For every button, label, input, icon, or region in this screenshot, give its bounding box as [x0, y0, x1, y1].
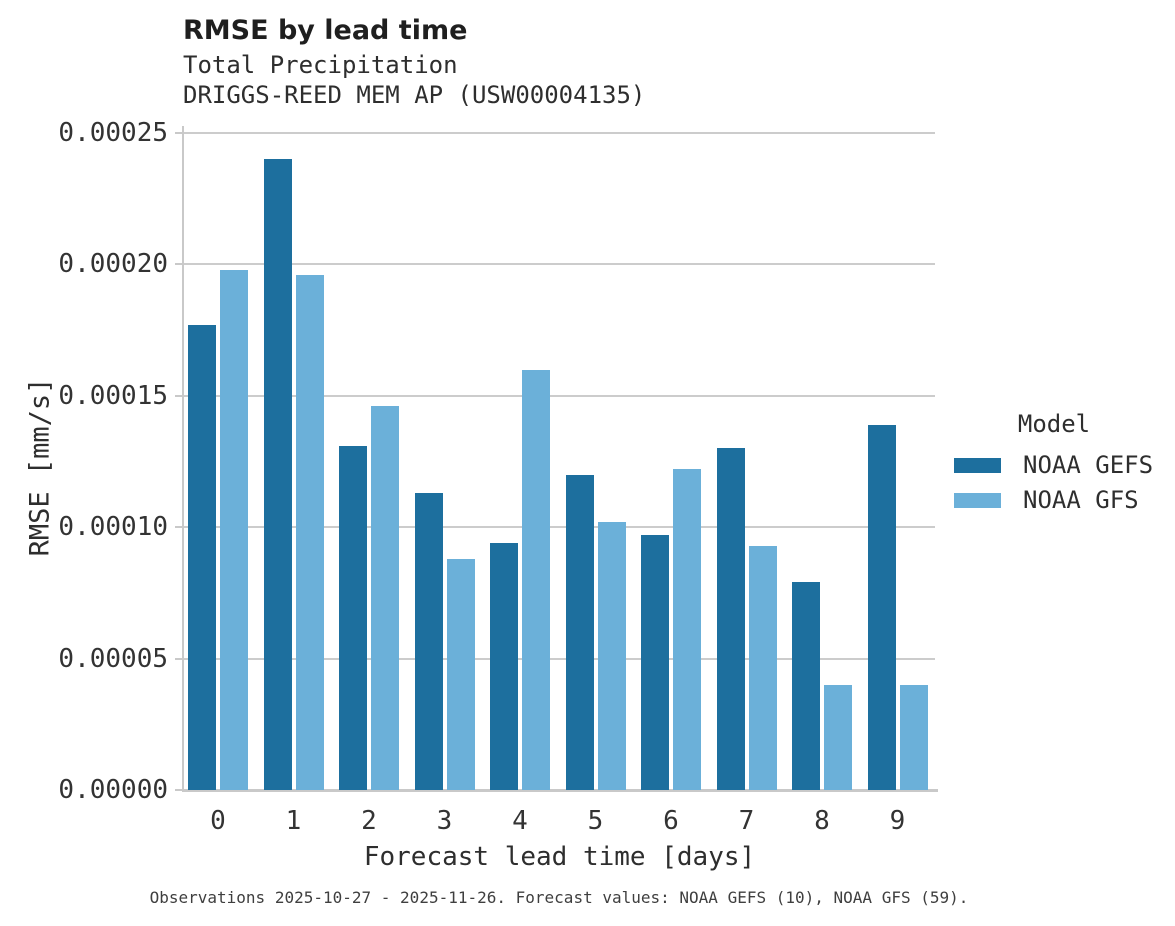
bar-noaa-gfs-lead-7 [748, 545, 777, 790]
x-tick-label: 7 [738, 806, 755, 836]
legend-label: NOAA GEFS [1023, 451, 1154, 479]
y-axis-title: RMSE [mm/s] [24, 377, 56, 557]
bar-noaa-gefs-lead-1 [263, 159, 292, 790]
y-tick-mark [175, 657, 184, 660]
x-tick-label: 9 [889, 806, 906, 836]
legend-swatch [954, 492, 1001, 508]
gridline [184, 657, 935, 660]
x-tick-label: 4 [512, 806, 528, 836]
y-tick-mark [175, 132, 184, 134]
gridline [184, 526, 935, 529]
bar-noaa-gefs-lead-7 [716, 448, 745, 790]
legend-title: Model [1017, 410, 1091, 438]
y-tick-mark [175, 526, 184, 529]
x-tick-label: 3 [436, 806, 453, 836]
bar-noaa-gfs-lead-3 [446, 558, 475, 790]
legend-entry: NOAA GFS [954, 486, 1160, 514]
y-tick-label: 0.00020 [58, 249, 168, 280]
legend: Model NOAA GEFS NOAA GFS [954, 410, 1160, 522]
chart-subtitle-station: DRIGGS-REED MEM AP (USW00004135) [183, 81, 646, 109]
chart-caption: Observations 2025-10-27 - 2025-11-26. Fo… [149, 888, 969, 907]
bar-noaa-gfs-lead-9 [899, 684, 928, 790]
y-tick-mark [175, 263, 184, 266]
x-axis-line [182, 789, 938, 792]
gridline [184, 394, 935, 397]
bar-noaa-gefs-lead-5 [565, 474, 594, 790]
y-tick-label: 0.00025 [58, 118, 168, 148]
bar-noaa-gefs-lead-8 [792, 582, 820, 790]
bar-noaa-gefs-lead-6 [641, 535, 669, 790]
legend-entry: NOAA GEFS [954, 451, 1160, 479]
chart-subtitle-variable: Total Precipitation [183, 51, 458, 79]
bar-noaa-gfs-lead-4 [522, 369, 550, 790]
x-tick-label: 0 [210, 806, 226, 836]
bar-noaa-gefs-lead-4 [490, 542, 518, 790]
x-tick-label: 6 [663, 806, 679, 836]
legend-entries: NOAA GEFS NOAA GFS [954, 451, 1160, 514]
y-axis-line [182, 126, 184, 791]
x-tick-label: 1 [285, 806, 302, 836]
chart-title: RMSE by lead time [183, 15, 468, 46]
x-tick-label: 5 [587, 806, 604, 836]
y-tick-label: 0.00005 [58, 643, 168, 674]
bar-noaa-gfs-lead-2 [371, 406, 399, 790]
x-tick-label: 8 [814, 806, 830, 836]
gridline [184, 132, 935, 134]
x-tick-label: 2 [361, 806, 377, 836]
bar-noaa-gefs-lead-9 [867, 424, 896, 790]
bar-noaa-gefs-lead-2 [339, 445, 367, 790]
x-axis-title: Forecast lead time [days] [363, 842, 756, 872]
bar-noaa-gfs-lead-8 [824, 684, 852, 790]
y-tick-label: 0.00015 [58, 380, 168, 411]
bar-noaa-gfs-lead-0 [220, 269, 248, 790]
bar-noaa-gfs-lead-6 [673, 469, 701, 790]
bar-noaa-gfs-lead-5 [597, 521, 626, 790]
gridline [184, 263, 935, 266]
y-tick-mark [175, 789, 184, 791]
bar-noaa-gfs-lead-1 [295, 274, 324, 790]
y-tick-label: 0.00010 [58, 512, 168, 543]
bar-noaa-gefs-lead-3 [414, 493, 443, 790]
y-tick-label: 0.00000 [58, 775, 168, 805]
legend-label: NOAA GFS [1023, 486, 1139, 514]
legend-swatch [954, 457, 1001, 473]
bar-noaa-gefs-lead-0 [188, 324, 216, 790]
y-tick-mark [175, 394, 184, 397]
